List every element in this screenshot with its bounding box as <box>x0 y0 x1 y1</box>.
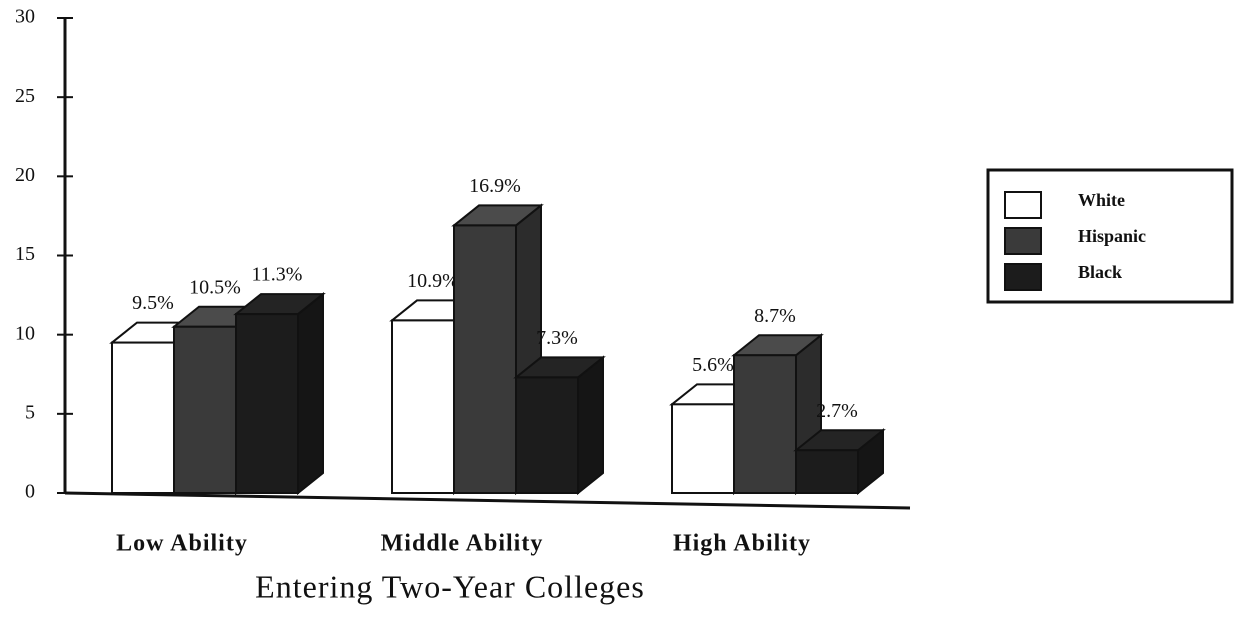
bar-side <box>577 355 604 496</box>
x-axis-title: Entering Two-Year Colleges <box>255 568 645 604</box>
value-label: 10.9% <box>407 270 459 292</box>
y-tick-label: 30 <box>15 6 35 28</box>
value-label: 5.6% <box>692 354 734 376</box>
value-label: 10.5% <box>189 276 241 298</box>
bar-front <box>671 403 735 495</box>
value-label: 7.3% <box>536 327 578 349</box>
bar <box>233 292 326 496</box>
legend-label: White <box>1078 190 1125 210</box>
value-label: 8.7% <box>754 305 796 327</box>
x-tick-label: Low Ability <box>116 531 248 557</box>
bar-front <box>453 224 517 495</box>
bar-front <box>795 449 859 494</box>
value-label: 9.5% <box>132 292 174 314</box>
bar-front <box>173 325 237 494</box>
x-tick-label: Middle Ability <box>381 531 544 557</box>
bar-front <box>235 313 299 495</box>
value-label: 16.9% <box>469 175 521 197</box>
y-tick-label: 15 <box>15 243 35 265</box>
bar-side <box>297 292 324 496</box>
bar-front <box>111 341 175 495</box>
bar <box>513 355 606 496</box>
bar-front <box>733 354 797 494</box>
x-tick-label: High Ability <box>673 531 811 557</box>
bar <box>793 428 886 496</box>
x-axis <box>64 491 911 510</box>
legend-label: Black <box>1078 262 1122 282</box>
legend-label: Hispanic <box>1078 226 1146 246</box>
y-tick-label: 10 <box>15 322 35 344</box>
y-tick-label: 20 <box>15 164 35 186</box>
legend-swatch <box>1004 227 1042 255</box>
bar-front <box>391 319 455 494</box>
legend-swatch <box>1004 191 1042 219</box>
value-label: 2.7% <box>816 400 858 422</box>
legend-swatch <box>1004 263 1042 291</box>
value-label: 11.3% <box>252 264 303 286</box>
y-tick-label: 0 <box>25 481 35 503</box>
y-tick-label: 25 <box>15 85 35 107</box>
bar-front <box>515 376 579 494</box>
bar <box>731 333 824 496</box>
y-tick-label: 5 <box>25 401 35 423</box>
